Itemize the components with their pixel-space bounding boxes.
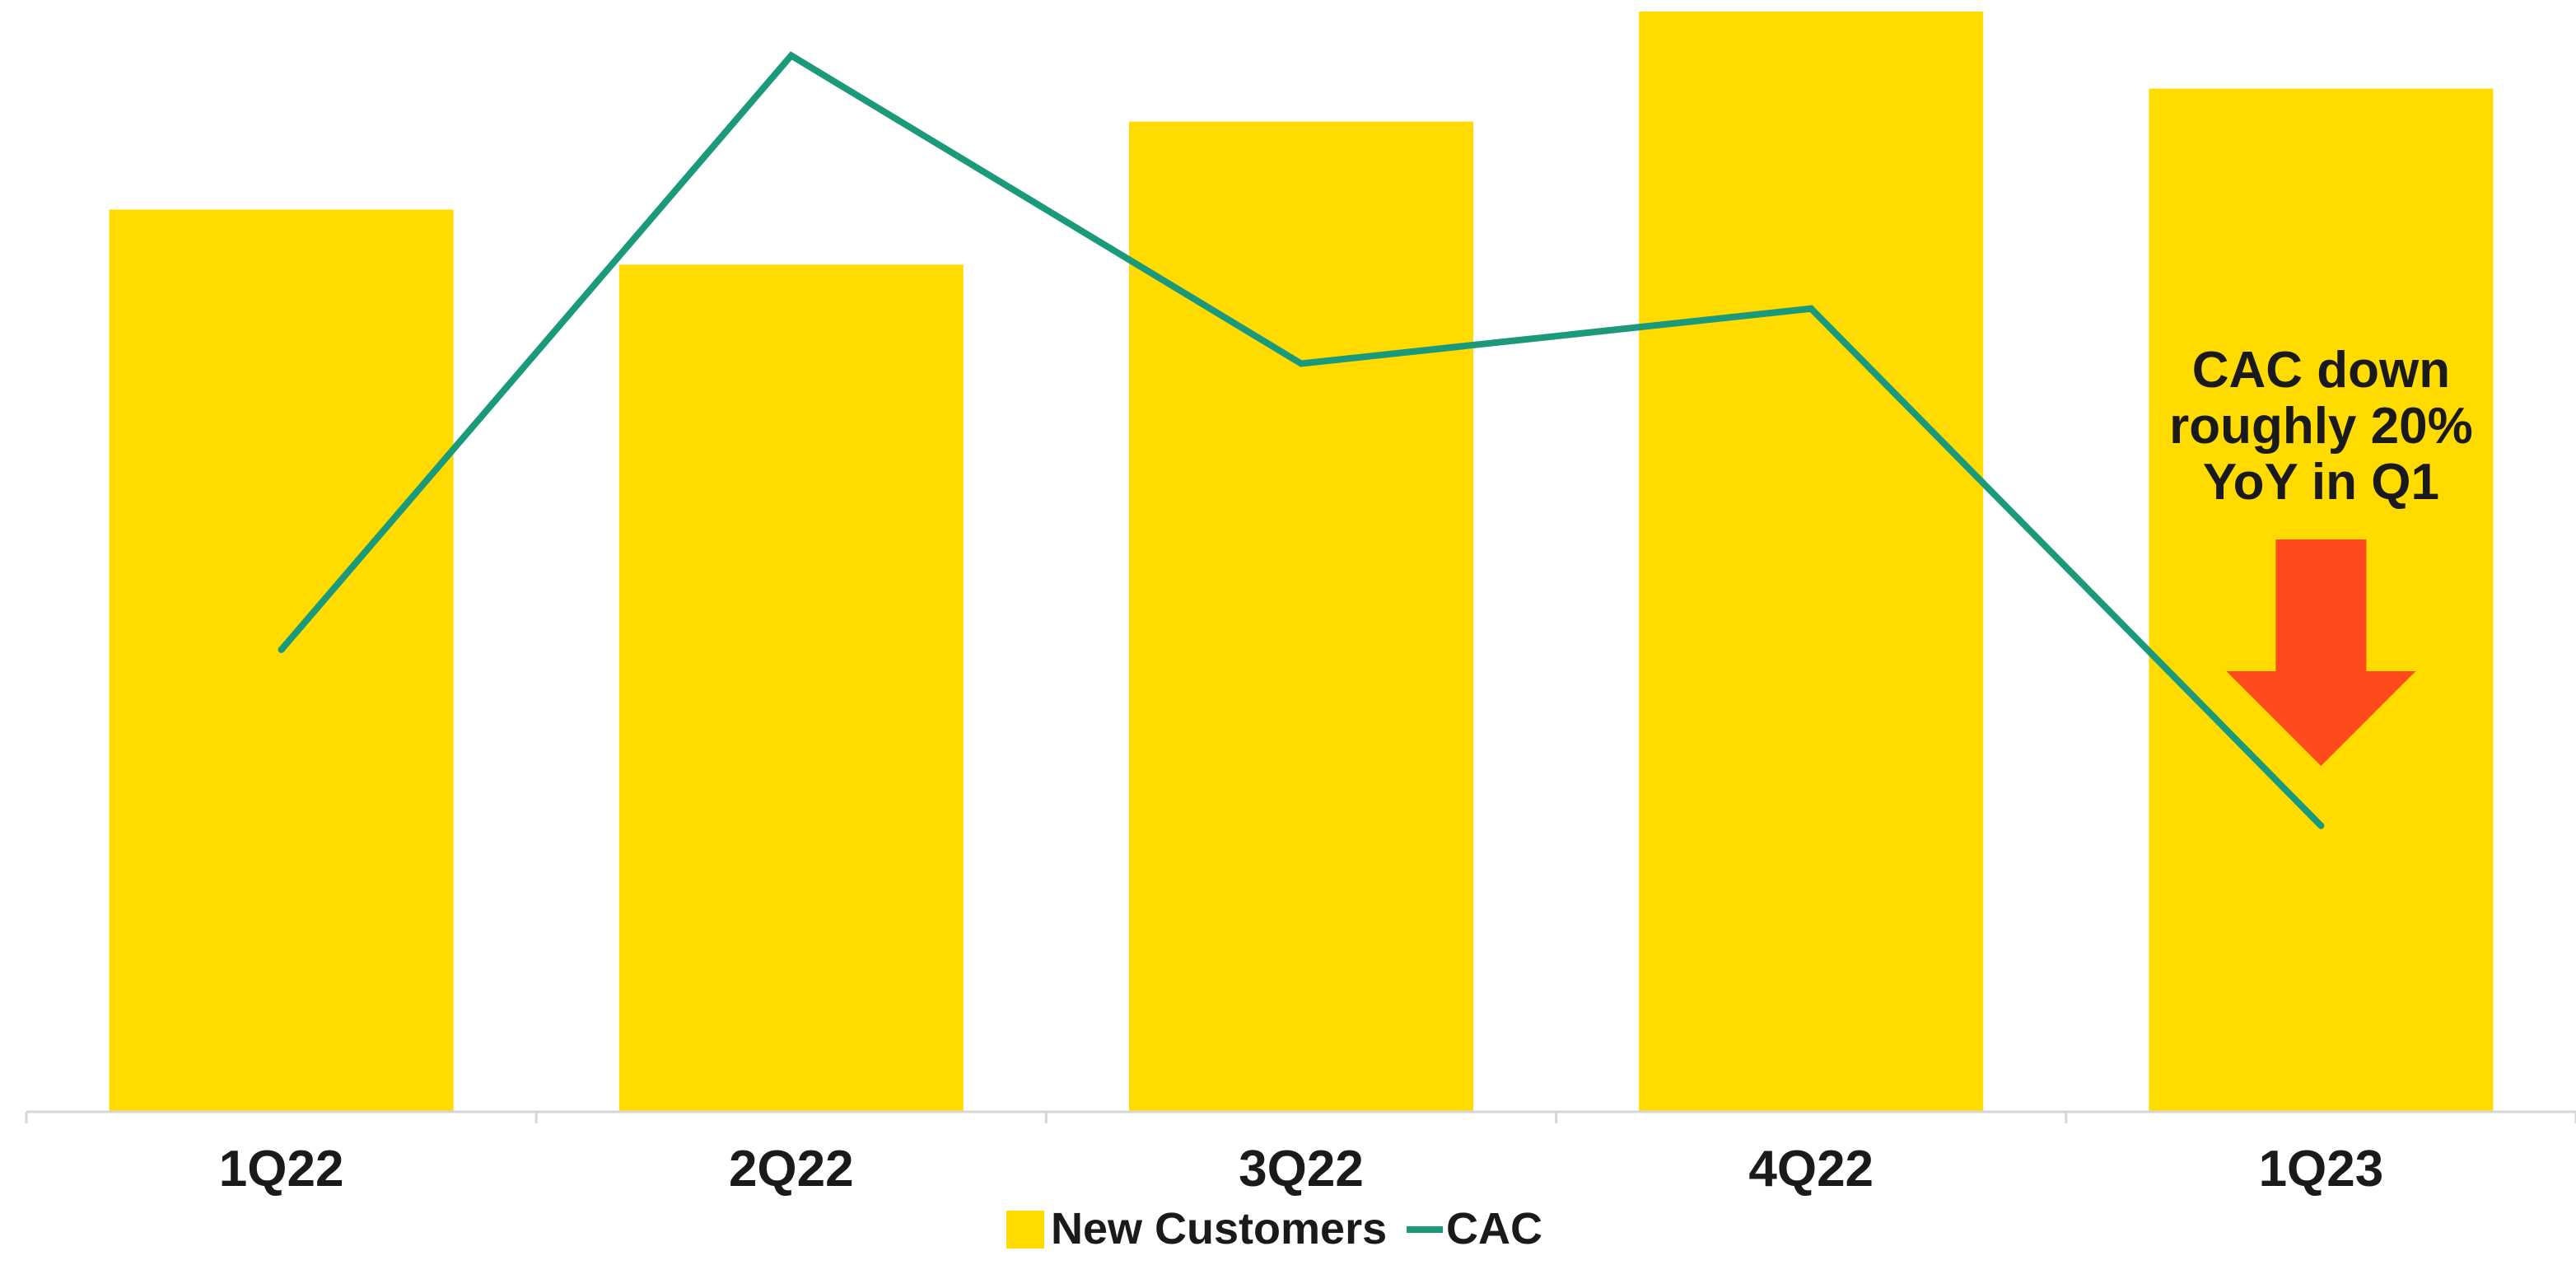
bar-4Q22 [1639,12,1984,1112]
down-arrow-icon [2226,539,2416,766]
legend-swatch-new-customers [1006,1211,1044,1249]
x-tick-label: 4Q22 [1748,1141,1874,1197]
x-tick-label: 1Q22 [219,1141,344,1197]
cac-line-layer [278,51,2325,829]
legend-label-new-customers: New Customers [1051,1204,1387,1253]
cac-point-3Q22 [1298,360,1304,367]
x-tick-label: 3Q22 [1239,1141,1364,1197]
bar-3Q22 [1129,121,1473,1113]
annotation-text-line: CAC down [2192,342,2450,399]
x-tick-label: 1Q23 [2259,1141,2384,1197]
cac-point-1Q23 [2317,822,2325,829]
annotation-text-line: roughly 20% [2169,398,2473,455]
x-axis: 1Q22 2Q22 3Q22 4Q22 1Q23 [25,1110,2576,1197]
annotation-text-line: YoY in Q1 [2203,454,2439,511]
cac-point-1Q22 [278,646,285,653]
cac-point-4Q22 [1808,305,1815,312]
bars-layer [109,12,2494,1113]
cac-point-2Q22 [787,52,795,59]
legend-label-cac: CAC [1446,1204,1542,1253]
bar-2Q22 [618,264,964,1112]
legend: New Customers CAC [1006,1204,1542,1253]
x-tick-label: 2Q22 [729,1141,854,1197]
bar-1Q22 [109,209,454,1113]
